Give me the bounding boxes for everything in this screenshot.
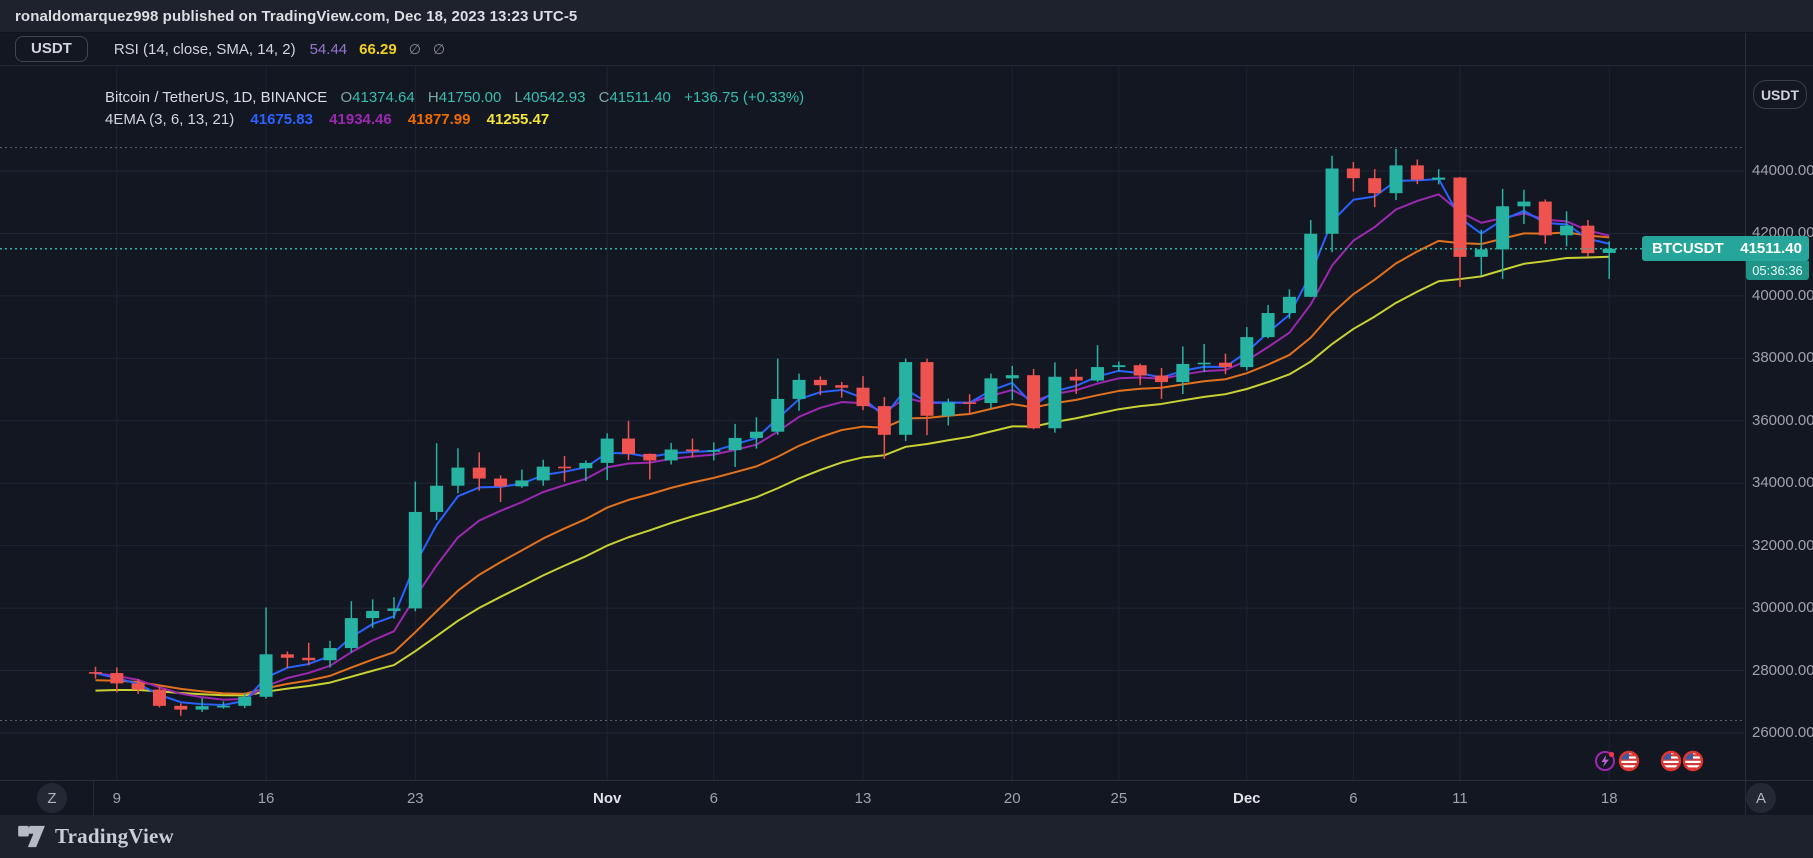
price-tick-label: 30000.00 [1752, 599, 1813, 617]
rsi-lower-band-value: ∅ [432, 40, 446, 57]
auto-scale-button[interactable]: A [1746, 783, 1776, 813]
tradingview-logo-icon[interactable] [18, 825, 46, 849]
open-value: 41374.64 [352, 89, 415, 106]
ema21-value: 41255.47 [486, 111, 550, 128]
tradingview-wordmark[interactable]: TradingView [55, 824, 174, 848]
time-tick-label: 16 [257, 790, 275, 807]
time-tick-label: 23 [406, 790, 424, 807]
time-tick-label: Dec [1233, 790, 1261, 807]
price-tick-label: 26000.00 [1752, 724, 1813, 741]
close-value: 41511.40 [609, 89, 671, 106]
ema-legend-row[interactable]: 4EMA (3, 6, 13, 21) 41675.83 41934.46 41… [105, 110, 804, 130]
publish-bar: ronaldomarquez998 published on TradingVi… [0, 0, 1813, 33]
rsi-pane-header: USDT RSI (14, close, SMA, 14, 2) 54.44 6… [0, 33, 1813, 66]
low-value: 40542.93 [522, 89, 586, 106]
time-tick-label: 13 [854, 790, 872, 807]
time-tick-label: 11 [1452, 790, 1468, 807]
rsi-indicator-label[interactable]: RSI (14, close, SMA, 14, 2) [113, 40, 296, 58]
brand-bar: TradingView [0, 815, 1813, 858]
time-tick-label: 9 [112, 790, 121, 807]
rsi-sma-value: 66.29 [359, 40, 397, 58]
event-us-flag-icon[interactable] [1682, 750, 1704, 772]
low-label: L [514, 89, 523, 106]
event-us-flag-icon[interactable] [1618, 750, 1640, 772]
ema3-value: 41675.83 [250, 111, 313, 128]
chart-legend: Bitcoin / TetherUS, 1D, BINANCE O41374.6… [105, 88, 804, 132]
price-tick-label: 28000.00 [1752, 661, 1813, 679]
price-tick-label: 40000.00 [1752, 286, 1813, 304]
event-us-flag-icon[interactable] [1660, 750, 1682, 772]
price-tick-label: 32000.00 [1752, 536, 1813, 554]
countdown-value: 05:36:36 [1752, 263, 1803, 279]
ema6-value: 41934.46 [329, 111, 392, 128]
ema13-value: 41877.99 [407, 111, 471, 128]
time-tick-label: 20 [1003, 790, 1021, 807]
rsi-value: 54.44 [309, 40, 348, 58]
high-label: H [427, 89, 439, 106]
last-price-badge[interactable]: BTCUSDT 41511.40 [1642, 236, 1809, 262]
publish-info-text: ronaldomarquez998 published on TradingVi… [15, 7, 578, 25]
price-tick-label: 38000.00 [1752, 349, 1813, 367]
time-tick-label: 6 [709, 790, 718, 807]
rsi-upper-band-value: ∅ [408, 40, 421, 57]
price-tick-label: 34000.00 [1752, 474, 1813, 492]
bar-countdown: 05:36:36 [1746, 261, 1809, 281]
timezone-button[interactable]: Z [37, 783, 67, 813]
time-scale[interactable]: Z 9 16 23 Nov 6 13 20 25 Dec 6 11 18 A [0, 780, 1813, 816]
price-tick-label: 44000.00 [1752, 162, 1813, 179]
ema-indicator-label[interactable]: 4EMA (3, 6, 13, 21) [105, 111, 235, 128]
currency-toggle-button[interactable]: USDT [1753, 80, 1807, 109]
event-idea-icon[interactable] [1594, 750, 1616, 772]
badge-symbol: BTCUSDT [1652, 240, 1724, 258]
price-axis-border [1745, 33, 1746, 815]
time-tick-label: Nov [593, 790, 622, 807]
time-tick-label: 25 [1110, 790, 1128, 807]
open-label: O [340, 89, 353, 106]
time-axis-divider [93, 781, 94, 816]
time-tick-label: 18 [1600, 790, 1618, 807]
high-value: 41750.00 [438, 89, 502, 106]
time-axis-divider [1745, 781, 1746, 816]
badge-price: 41511.40 [1740, 240, 1802, 258]
rsi-pane-symbol-button[interactable]: USDT [15, 36, 88, 62]
symbol-legend-row[interactable]: Bitcoin / TetherUS, 1D, BINANCE O41374.6… [105, 88, 804, 108]
symbol-title[interactable]: Bitcoin / TetherUS, 1D, BINANCE [105, 89, 328, 106]
change-value: +136.75 (+0.33%) [684, 89, 805, 106]
price-tick-label: 36000.00 [1752, 411, 1813, 429]
close-label: C [598, 89, 610, 106]
time-tick-label: 6 [1349, 790, 1358, 807]
